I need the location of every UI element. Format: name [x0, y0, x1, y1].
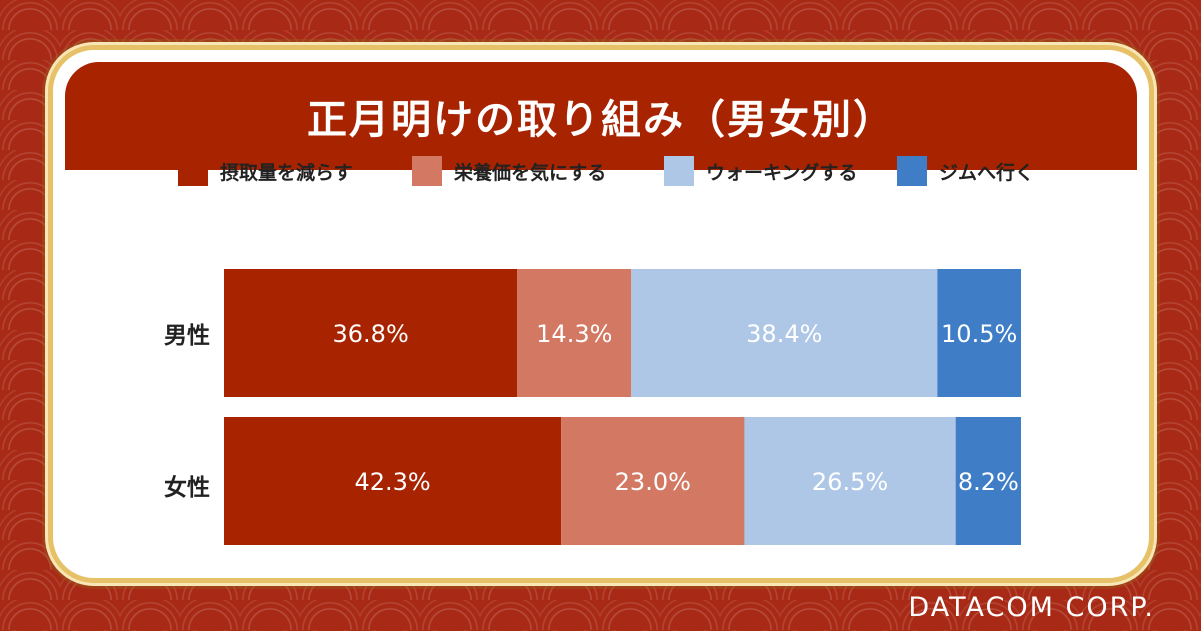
- legend-swatch-gym: [897, 156, 927, 186]
- data-label-male-nutrition: 14.3%: [536, 320, 612, 348]
- bar-female-walking: [744, 417, 956, 545]
- legend-label-reduce-intake: 摂取量を減らす: [220, 161, 353, 184]
- title-banner: 正月明けの取り組み（男女別）: [65, 62, 1137, 170]
- legend-item-reduce-intake: 摂取量を減らす: [178, 154, 353, 188]
- row-label-male: 男性: [164, 323, 210, 349]
- data-label-male-reduce-intake: 36.8%: [333, 320, 409, 348]
- legend-label-nutrition: 栄養価を気にする: [454, 161, 607, 184]
- bar-male-reduce-intake: [224, 269, 518, 397]
- data-label-male-walking: 38.4%: [746, 320, 822, 348]
- bar-male-nutrition: [517, 269, 632, 397]
- bar-male-gym: [937, 269, 1021, 397]
- legend-swatch-nutrition: [412, 156, 442, 186]
- data-label-female-gym: 8.2%: [958, 468, 1019, 496]
- data-label-female-walking: 26.5%: [812, 468, 888, 496]
- legend-item-walking: ウォーキングする: [664, 154, 857, 188]
- company-watermark: DATACOM CORP.: [908, 592, 1155, 623]
- data-label-female-nutrition: 23.0%: [615, 468, 691, 496]
- legend-item-nutrition: 栄養価を気にする: [412, 154, 606, 188]
- bar-female-reduce-intake: [224, 417, 562, 545]
- legend-label-gym: ジムへ行く: [939, 161, 1035, 184]
- row-label-female: 女性: [164, 475, 210, 501]
- bar-female-gym: [955, 417, 1021, 545]
- bar-female-nutrition: [561, 417, 745, 545]
- data-label-male-gym: 10.5%: [941, 320, 1017, 348]
- legend-swatch-walking: [664, 156, 694, 186]
- data-label-female-reduce-intake: 42.3%: [354, 468, 430, 496]
- legend: 摂取量を減らす 栄養価を気にする ウォーキングする ジムへ行く: [0, 154, 1201, 188]
- chart-title: 正月明けの取り組み（男女別）: [307, 97, 895, 143]
- legend-swatch-reduce-intake: [178, 156, 208, 186]
- legend-item-gym: ジムへ行く: [897, 154, 1034, 188]
- bar-male-walking: [631, 269, 938, 397]
- legend-label-walking: ウォーキングする: [706, 161, 858, 184]
